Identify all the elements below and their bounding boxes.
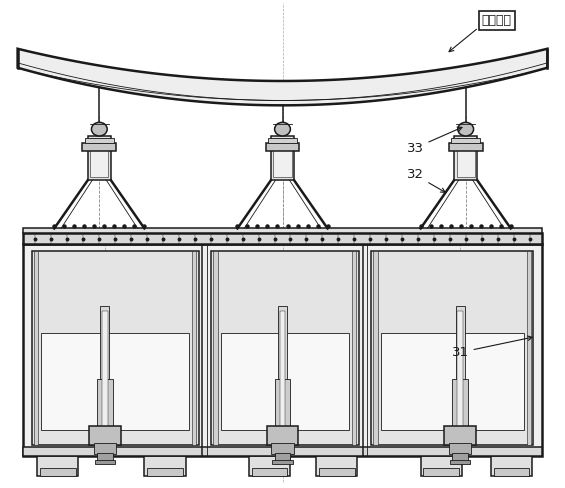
Bar	[275, 379, 290, 438]
Bar	[452, 379, 468, 438]
Bar	[449, 443, 471, 454]
Bar	[454, 136, 477, 180]
Bar	[34, 251, 38, 445]
Bar	[455, 306, 464, 438]
Circle shape	[92, 122, 107, 136]
Bar	[457, 139, 475, 177]
Bar	[420, 456, 462, 476]
Bar	[266, 143, 299, 151]
Polygon shape	[18, 49, 547, 105]
Bar	[444, 427, 476, 445]
Bar	[40, 468, 76, 476]
Bar	[267, 427, 298, 445]
Bar	[268, 138, 297, 143]
Circle shape	[275, 122, 290, 136]
Bar	[452, 453, 468, 461]
Bar	[95, 460, 115, 465]
Bar	[271, 443, 294, 454]
Bar	[41, 333, 189, 430]
Bar	[82, 143, 116, 151]
Bar	[423, 468, 459, 476]
Bar	[97, 379, 113, 438]
Bar	[371, 251, 533, 445]
Bar	[272, 460, 293, 465]
Bar	[211, 251, 359, 445]
Bar	[90, 139, 108, 177]
Bar	[275, 453, 290, 461]
Text: 33: 33	[406, 127, 462, 155]
Text: 31: 31	[451, 336, 532, 359]
Bar	[249, 456, 290, 476]
Bar	[89, 427, 121, 445]
Bar	[494, 468, 529, 476]
Bar	[94, 443, 116, 454]
Bar	[491, 456, 532, 476]
Circle shape	[458, 122, 473, 136]
Bar	[457, 311, 463, 435]
Bar	[316, 456, 358, 476]
Bar	[192, 251, 196, 445]
Bar	[147, 468, 182, 476]
Bar	[352, 251, 357, 445]
Bar	[101, 306, 110, 438]
Bar	[280, 311, 285, 435]
Bar	[23, 228, 542, 233]
Bar	[32, 251, 198, 445]
Bar	[451, 138, 480, 143]
Bar	[23, 244, 542, 456]
Bar	[273, 139, 292, 177]
Bar	[23, 447, 542, 456]
Bar	[88, 136, 111, 180]
Text: 32: 32	[406, 168, 445, 192]
Bar	[449, 143, 483, 151]
Bar	[450, 460, 470, 465]
Bar	[85, 138, 114, 143]
Bar	[102, 311, 108, 435]
Bar	[23, 233, 542, 244]
Bar	[145, 456, 185, 476]
Bar	[278, 306, 287, 438]
Bar	[213, 251, 218, 445]
Bar	[37, 456, 79, 476]
Bar	[319, 468, 355, 476]
Bar	[373, 251, 378, 445]
Bar	[220, 333, 349, 430]
Bar	[381, 333, 524, 430]
Bar	[527, 251, 531, 445]
Bar	[251, 468, 287, 476]
Bar	[97, 453, 113, 461]
Bar	[271, 136, 294, 180]
Text: 曲面分段: 曲面分段	[482, 14, 512, 27]
